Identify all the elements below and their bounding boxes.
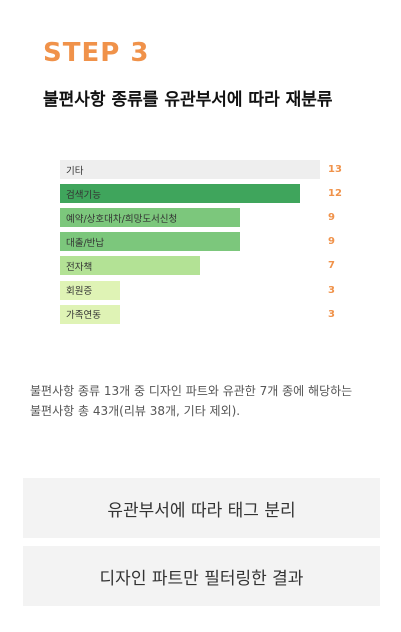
bar-3: 대출/반납 [60,232,240,252]
split-by-department-button[interactable]: 유관부서에 따라 태그 분리 [23,478,380,538]
bar-value-label: 12 [328,188,342,200]
step-label: STEP 3 [43,38,150,68]
bar-category-label: 가족연동 [66,310,101,322]
bar-value-label: 9 [328,236,335,248]
bar-0: 기타 [60,160,320,179]
page-title: 불편사항 종류를 유관부서에 따라 재분류 [43,90,333,110]
description-text: 불편사항 종류 13개 중 디자인 파트와 유관한 7개 종에 해당하는 불편사… [30,384,353,418]
bar-value-label: 9 [328,212,335,224]
bar-category-label: 회원증 [66,286,93,297]
bar-category-label: 대출/반납 [66,237,105,249]
design-filter-result-button[interactable]: 디자인 파트만 필터링한 결과 [23,546,380,606]
bar-category-label: 예약/상호대차/희망도서신청 [66,213,178,225]
bar-category-label: 기타 [66,165,84,177]
bar-6: 가족연동 [60,304,120,324]
bar-value-label: 13 [328,164,342,175]
bar-category-label: 전자책 [66,261,93,273]
bar-5: 회원증 [60,280,120,300]
bar-4: 전자책 [60,256,200,276]
bar-category-label: 검색기능 [66,189,101,201]
bar-value-label: 3 [328,308,335,320]
bar-2: 예약/상호대차/희망도서신청 [60,208,240,228]
bar-1: 검색기능 [60,184,300,204]
bar-value-label: 3 [328,284,335,296]
bar-value-label: 7 [328,260,335,272]
bar-chart: 기타 13 검색기능 12 예약/상호대차/희망도서신청 9 대출/반납 9 전자책 7 회원증 3 가… [60,160,360,326]
